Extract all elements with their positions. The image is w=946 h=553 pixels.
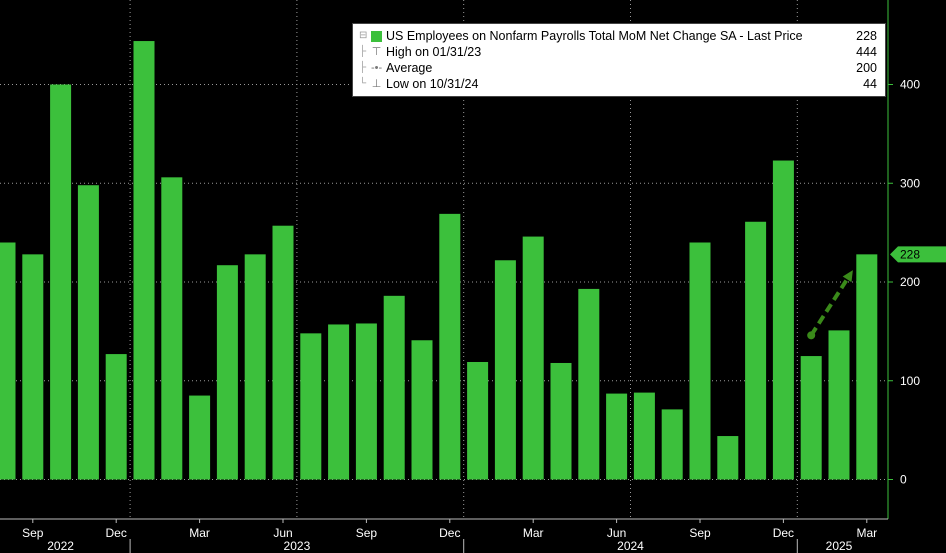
y-tick-label: 0 bbox=[900, 473, 907, 487]
y-tick-label: 300 bbox=[900, 176, 920, 190]
legend-average-label: Average bbox=[386, 61, 433, 75]
bar bbox=[856, 254, 878, 480]
legend-low-row: └ ⊥ Low on 10/31/24 44 bbox=[359, 76, 877, 92]
bar bbox=[745, 221, 767, 480]
bar bbox=[77, 185, 99, 480]
bar bbox=[606, 393, 628, 480]
x-tick-label: Sep bbox=[22, 526, 44, 540]
bar bbox=[133, 41, 155, 480]
year-label: 2024 bbox=[617, 539, 644, 553]
bar bbox=[828, 330, 850, 480]
year-label: 2022 bbox=[47, 539, 74, 553]
tree-branch-icon: ├ bbox=[359, 46, 367, 57]
bar bbox=[661, 409, 683, 480]
y-tick-label: 400 bbox=[900, 78, 920, 92]
y-tick-label: 200 bbox=[900, 275, 920, 289]
bar bbox=[717, 436, 739, 480]
legend-series-value: 228 bbox=[856, 29, 877, 43]
bar bbox=[328, 324, 350, 480]
bar bbox=[550, 362, 572, 480]
legend-series-name: US Employees on Nonfarm Payrolls Total M… bbox=[386, 29, 803, 43]
x-tick-label: Dec bbox=[773, 526, 794, 540]
last-price-label: 228 bbox=[900, 247, 920, 261]
bar bbox=[689, 242, 711, 480]
trend-arrow bbox=[807, 270, 853, 340]
arrow-shaft bbox=[809, 276, 851, 337]
bar bbox=[467, 361, 489, 480]
low-marker-icon: ⊥ bbox=[371, 78, 382, 90]
last-price-tag bbox=[890, 246, 946, 263]
bar bbox=[189, 395, 211, 480]
x-tick-label: Dec bbox=[106, 526, 127, 540]
bar bbox=[522, 236, 544, 480]
legend-high-value: 444 bbox=[856, 45, 877, 59]
tree-branch-icon: ├ bbox=[359, 62, 367, 73]
average-marker-icon: -•- bbox=[371, 62, 383, 74]
bar bbox=[272, 225, 294, 480]
x-tick-label: Jun bbox=[273, 526, 292, 540]
bar bbox=[772, 160, 794, 480]
bar bbox=[411, 340, 433, 480]
bar bbox=[578, 288, 600, 480]
legend-average-value: 200 bbox=[856, 61, 877, 75]
legend-series-row: ⊟ US Employees on Nonfarm Payrolls Total… bbox=[359, 28, 877, 44]
bar bbox=[383, 295, 405, 480]
legend-high-label: High on 01/31/23 bbox=[386, 45, 482, 59]
legend: ⊟ US Employees on Nonfarm Payrolls Total… bbox=[352, 23, 886, 97]
bar bbox=[105, 354, 127, 480]
y-tick-label: 100 bbox=[900, 374, 920, 388]
x-tick-label: Mar bbox=[189, 526, 210, 540]
arrow-head-icon bbox=[842, 270, 853, 283]
legend-low-label: Low on 10/31/24 bbox=[386, 77, 479, 91]
bar bbox=[0, 242, 16, 480]
legend-high-row: ├ ⊤ High on 01/31/23 444 bbox=[359, 44, 877, 60]
x-tick-label: Sep bbox=[689, 526, 711, 540]
tree-collapse-icon: ⊟ bbox=[359, 30, 368, 41]
bar bbox=[244, 254, 266, 480]
legend-low-value: 44 bbox=[863, 77, 877, 91]
bar bbox=[50, 84, 72, 480]
bar bbox=[355, 323, 377, 480]
x-tick-label: Sep bbox=[356, 526, 378, 540]
high-marker-icon: ⊤ bbox=[371, 46, 382, 58]
bar bbox=[494, 260, 516, 480]
bar bbox=[161, 177, 183, 480]
year-label: 2025 bbox=[826, 539, 853, 553]
series-swatch-icon bbox=[371, 30, 382, 42]
bar bbox=[800, 356, 822, 480]
bar bbox=[300, 333, 322, 480]
bars bbox=[0, 41, 878, 480]
tree-end-icon: └ bbox=[359, 78, 367, 89]
x-tick-label: Dec bbox=[439, 526, 460, 540]
bar bbox=[439, 213, 461, 480]
bar bbox=[216, 265, 238, 480]
bar bbox=[633, 392, 655, 480]
x-tick-label: Mar bbox=[523, 526, 544, 540]
x-tick-label: Jun bbox=[607, 526, 626, 540]
bar bbox=[22, 254, 44, 480]
legend-average-row: ├ -•- Average 200 bbox=[359, 60, 877, 76]
year-label: 2023 bbox=[284, 539, 311, 553]
x-tick-label: Mar bbox=[856, 526, 877, 540]
